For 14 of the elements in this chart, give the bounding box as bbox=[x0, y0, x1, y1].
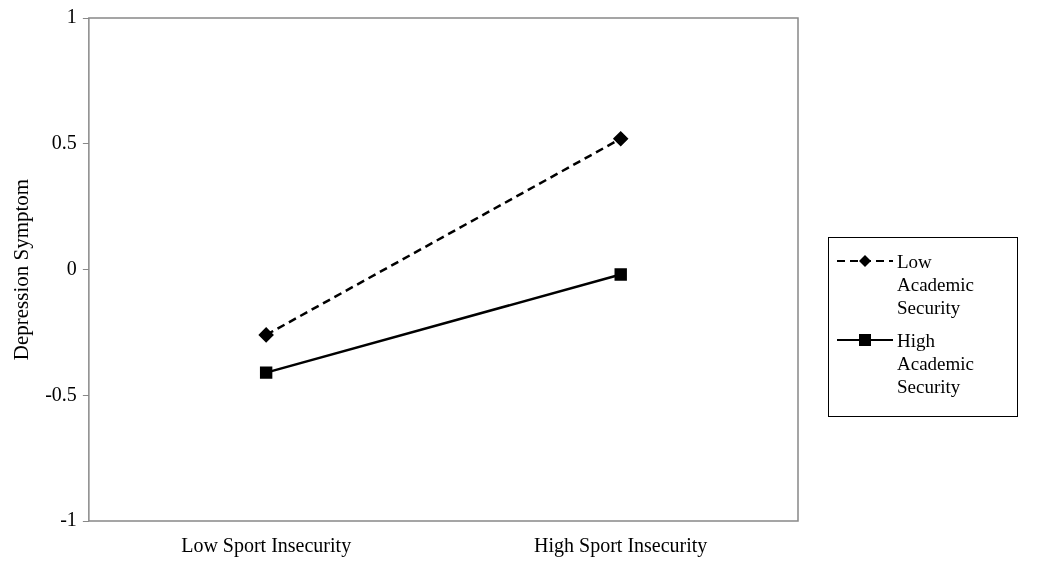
x-tick-label: High Sport Insecurity bbox=[534, 534, 708, 558]
legend-label: Low Academic Security bbox=[897, 250, 975, 319]
y-tick-label: 0.5 bbox=[51, 131, 77, 153]
y-axis-title: Depression Symptom bbox=[9, 178, 34, 361]
legend-label: High Academic Security bbox=[897, 329, 975, 398]
y-tick-label: 0 bbox=[66, 256, 77, 279]
x-tick-label: Low Sport Insecurity bbox=[181, 534, 352, 558]
point bbox=[613, 131, 628, 146]
y-tick-label: -0.5 bbox=[45, 382, 77, 405]
point bbox=[259, 366, 273, 379]
y-tick-label: 1 bbox=[66, 5, 77, 28]
point bbox=[614, 268, 627, 281]
point bbox=[258, 327, 274, 343]
y-tick-label: -1 bbox=[60, 508, 77, 531]
